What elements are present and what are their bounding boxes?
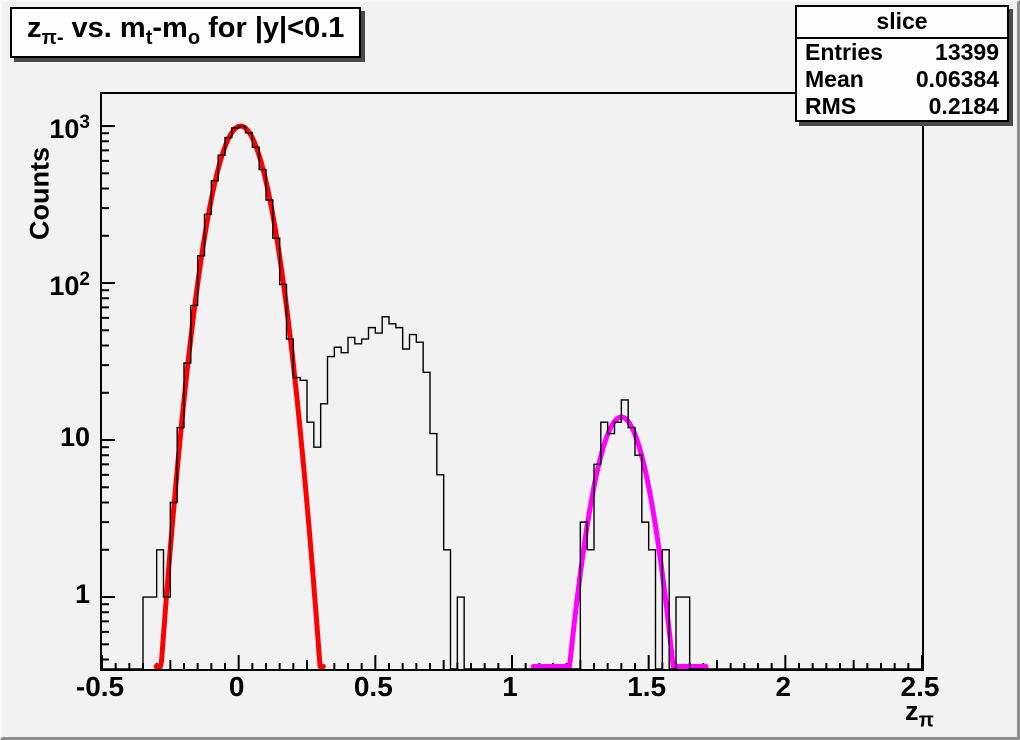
stats-row-rms: RMS 0.2184	[797, 93, 1007, 120]
title-subscript-t: t	[145, 26, 153, 49]
y-tick-label-1000: 103	[24, 108, 90, 144]
y-tick-label-exponent: 3	[79, 112, 90, 134]
y-tick-label-base: 10	[49, 114, 80, 145]
x-tick-label-0.5: 0.5	[353, 671, 393, 702]
title-text: z	[27, 12, 42, 44]
stats-box: slice Entries 13399 Mean 0.06384 RMS 0.2…	[795, 5, 1009, 122]
title-subscript-o: o	[187, 26, 201, 49]
y-tick-label-base: 10	[49, 271, 80, 302]
stats-label: Mean	[805, 66, 864, 92]
stats-value: 0.2184	[928, 93, 999, 119]
x-tick-label-2: 2	[775, 671, 792, 702]
x-tick-label-0: 0	[228, 671, 245, 702]
y-tick-label-base: 10	[59, 422, 90, 453]
x-tick-label--0.5: -0.5	[75, 671, 125, 702]
x-axis-title-text: z	[905, 696, 919, 726]
stats-label: Entries	[805, 39, 883, 65]
title-subscript-pi-minus: π-	[41, 26, 64, 49]
histogram-outline	[102, 125, 922, 669]
x-tick-label-1.5: 1.5	[627, 671, 667, 702]
stats-value: 13399	[935, 39, 999, 65]
plot-title: zπ- vs. mt-mo for |y|<0.1	[10, 7, 362, 58]
title-text: for |y|<0.1	[200, 12, 345, 44]
y-tick-label-base: 1	[74, 579, 90, 610]
stats-row-mean: Mean 0.06384	[797, 66, 1007, 93]
y-tick-label-exponent: 2	[79, 269, 90, 291]
stats-label: RMS	[805, 93, 857, 119]
x-axis-title: zπ	[905, 696, 934, 732]
y-tick-label-10: 10	[24, 422, 90, 452]
gaussian-fit-right	[530, 414, 709, 669]
x-axis-title-subscript-pi: π	[918, 709, 934, 732]
y-tick-label-100: 102	[24, 265, 90, 301]
histogram-plot	[102, 123, 922, 669]
title-text: vs. m	[63, 12, 146, 44]
stats-title: slice	[797, 7, 1007, 39]
gaussian-fit-main	[153, 123, 326, 669]
title-text: -m	[152, 12, 188, 44]
x-tick-label-1: 1	[502, 671, 518, 702]
y-tick-label-1: 1	[24, 579, 90, 609]
stats-row-entries: Entries 13399	[797, 39, 1007, 66]
x-tick-label-2.5: 2.5	[900, 671, 940, 702]
plot-frame	[100, 92, 924, 671]
stats-value: 0.06384	[915, 66, 999, 92]
